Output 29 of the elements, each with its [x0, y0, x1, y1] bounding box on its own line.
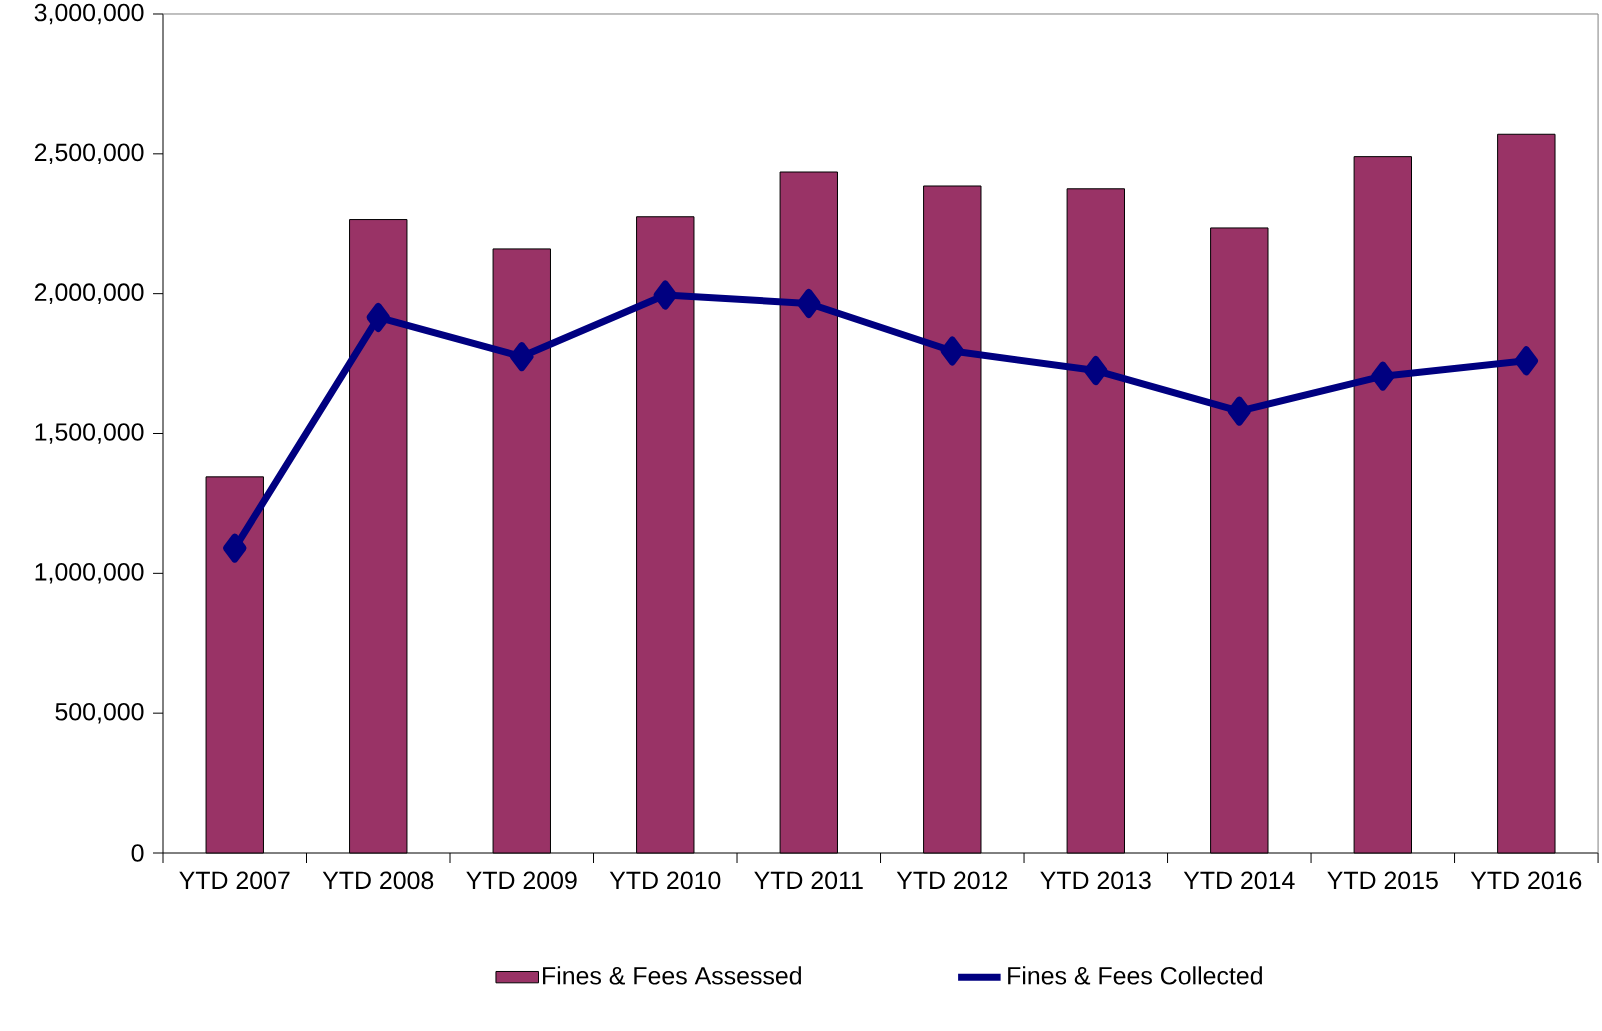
point — [1514, 346, 1539, 376]
x-tick-label: YTD 2010 — [609, 871, 721, 890]
point — [1227, 396, 1252, 426]
point — [223, 533, 247, 563]
point — [1371, 361, 1395, 391]
y-tick-label: 1,500,000 — [35, 423, 144, 444]
x-tick-label: YTD 2009 — [466, 871, 577, 890]
point — [366, 302, 391, 332]
x-tick-label: YTD 2011 — [754, 871, 863, 890]
y-tick-label: 500,000 — [55, 702, 144, 724]
point — [1084, 356, 1108, 386]
y-tick-label: 2,500,000 — [34, 143, 144, 165]
x-tick-label: YTD 2007 — [179, 871, 290, 890]
x-tick-label: YTD 2008 — [322, 871, 434, 890]
point — [510, 342, 534, 372]
point — [940, 336, 965, 366]
x-tick-label: YTD 2015 — [1327, 871, 1438, 890]
x-tick-label: YTD 2016 — [1470, 871, 1582, 890]
y-tick-label: 2,000,000 — [34, 283, 144, 304]
legend-label: Fines & Fees Assessed — [543, 966, 801, 985]
y-tick-label: 0 — [131, 844, 144, 862]
x-tick-label: YTD 2012 — [896, 871, 1008, 890]
x-tick-label: YTD 2013 — [1040, 871, 1151, 890]
point — [797, 288, 821, 318]
y-tick-label: 3,000,000 — [34, 3, 144, 25]
x-tick-label: YTD 2014 — [1183, 871, 1295, 890]
y-tick-label: 1,000,000 — [35, 563, 144, 584]
point — [653, 280, 678, 310]
legend-label: Fines & Fees Collected — [1008, 966, 1262, 985]
